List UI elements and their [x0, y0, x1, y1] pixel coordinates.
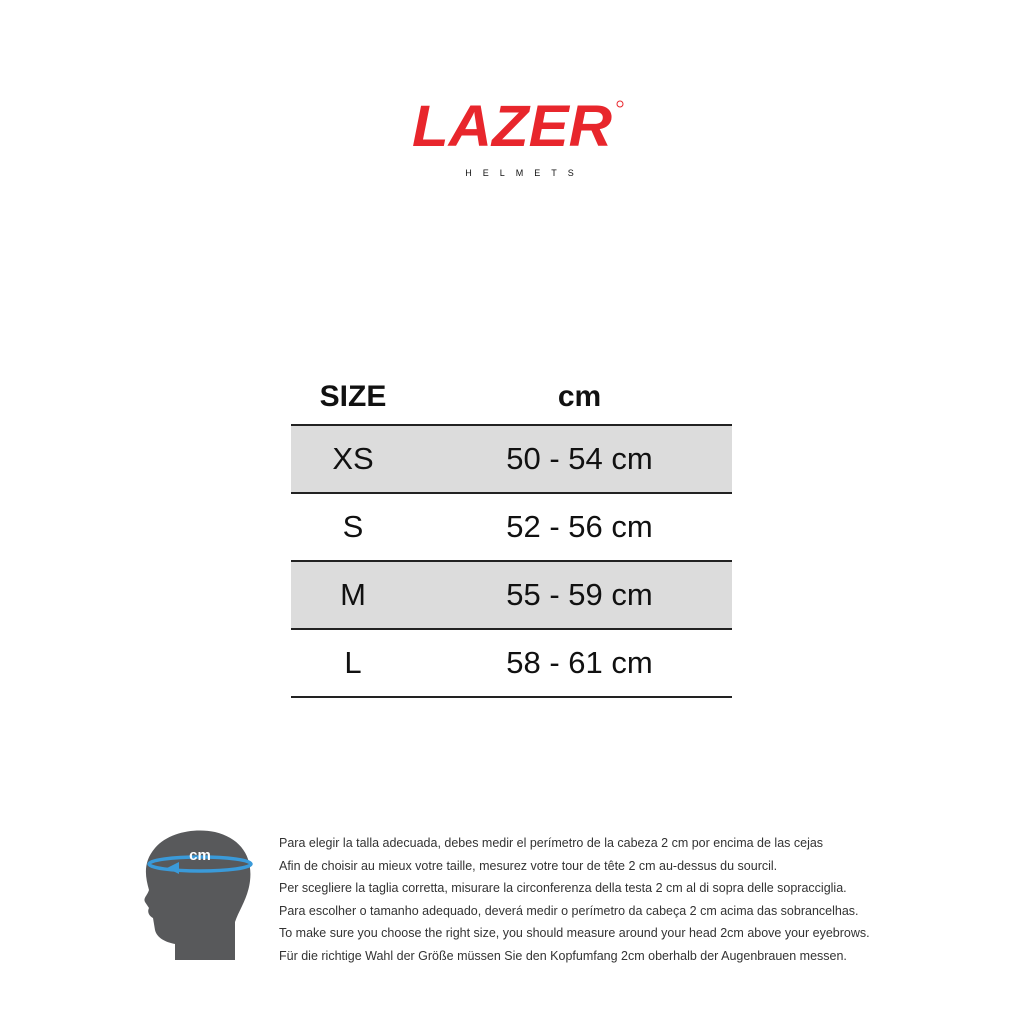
instruction-pt: Para escolher o tamanho adequado, deverá…	[279, 903, 859, 918]
size-table: SIZE cm XS 50 - 54 cm S 52 - 56 cm M 55 …	[291, 370, 732, 698]
header-cm: cm	[557, 380, 602, 413]
head-measure-icon: cm	[144, 830, 253, 960]
instruction-it: Per scegliere la taglia corretta, misura…	[279, 881, 847, 896]
table-row: S 52 - 56 cm	[291, 492, 732, 560]
size-cell: L	[344, 645, 362, 680]
range-cell: 50 - 54 cm	[506, 441, 653, 476]
instruction-en: To make sure you choose the right size, …	[279, 926, 870, 941]
range-cell: 55 - 59 cm	[506, 577, 653, 612]
logo-sub-text: HELMETS	[465, 168, 585, 178]
table-row: L 58 - 61 cm	[291, 628, 732, 698]
range-cell: 58 - 61 cm	[506, 645, 653, 680]
size-cell: M	[340, 577, 366, 612]
logo-brand-text: LAZER	[412, 94, 612, 159]
instruction-es: Para elegir la talla adecuada, debes med…	[279, 836, 824, 850]
range-cell: 52 - 56 cm	[506, 509, 653, 544]
header-size: SIZE	[319, 380, 387, 413]
lazer-helmets-logo: LAZER HELMETS	[412, 94, 624, 178]
measuring-instructions: Para elegir la talla adecuada, debes med…	[279, 834, 870, 970]
table-header: SIZE cm	[291, 370, 732, 424]
instruction-de: Für die richtige Wahl der Größe müssen S…	[279, 948, 847, 963]
size-cell: XS	[332, 441, 374, 476]
size-cell: S	[342, 509, 364, 544]
table-row: XS 50 - 54 cm	[291, 424, 732, 492]
instruction-fr: Afin de choisir au mieux votre taille, m…	[279, 858, 778, 873]
table-row: M 55 - 59 cm	[291, 560, 732, 628]
cm-label: cm	[189, 847, 211, 864]
